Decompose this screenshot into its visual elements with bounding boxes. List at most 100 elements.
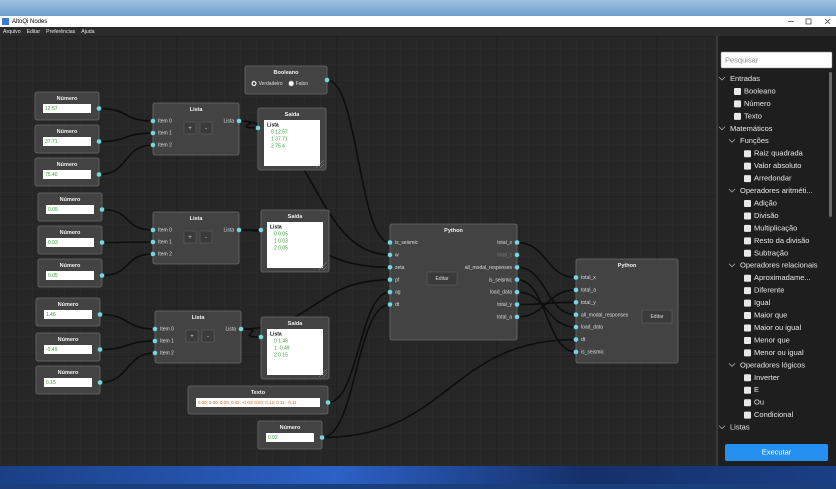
port[interactable] (387, 264, 393, 270)
tree-arrow[interactable] (728, 139, 736, 143)
port[interactable] (258, 227, 264, 233)
port[interactable] (152, 338, 158, 344)
node[interactable]: Lista Item 0 Item 1 Item 2 Lista + - (150, 211, 242, 265)
node[interactable]: Texto 0.00; 0.00; 0.00; 0.02; -0.03; 0.03… (187, 385, 331, 415)
list-button-label[interactable]: - (205, 126, 207, 132)
menu-item[interactable]: Preferências (46, 29, 76, 35)
value[interactable]: 37.71 (45, 139, 58, 145)
port[interactable] (258, 334, 264, 340)
port[interactable] (97, 311, 103, 318)
port[interactable] (152, 326, 158, 332)
menu-item[interactable]: Ajuda (81, 29, 94, 35)
value-box[interactable] (43, 137, 91, 146)
run-button-label[interactable]: Executar (762, 447, 792, 456)
port[interactable] (514, 239, 520, 246)
tree-item[interactable]: Subtração (754, 248, 788, 257)
tree-group[interactable]: Funções (740, 136, 769, 145)
port[interactable] (97, 346, 103, 353)
radio-label[interactable]: Falso (296, 81, 308, 87)
tree-item[interactable]: Condicional (754, 410, 794, 419)
tree-group[interactable]: Operadores lógicos (740, 360, 805, 369)
port[interactable] (97, 379, 103, 386)
node[interactable]: Número-0.49 (35, 332, 103, 362)
port[interactable] (387, 289, 393, 295)
port[interactable] (236, 227, 242, 233)
node-frame[interactable] (575, 258, 679, 364)
tree-arrow[interactable] (728, 263, 736, 268)
maximize[interactable] (805, 18, 812, 25)
value[interactable]: 0.00; 0.00; 0.00; 0.02; -0.03; 0.03; 0.1… (198, 400, 297, 405)
node[interactable]: Lista Item 0 Item 1 Item 2 Lista + - (152, 310, 244, 364)
tree-item[interactable]: Aproximadame... (754, 273, 811, 282)
tree-item[interactable]: Inverter (754, 373, 780, 382)
port[interactable] (573, 324, 579, 330)
value[interactable]: 1.46 (46, 312, 56, 318)
value[interactable]: 0.05 (48, 207, 58, 213)
tree-item[interactable]: Multiplicação (754, 223, 797, 232)
node[interactable]: Lista Item 0 Item 1 Item 2 Lista + - (150, 102, 242, 156)
port[interactable] (96, 105, 102, 112)
node[interactable]: Número 37.71 (34, 124, 102, 154)
node[interactable]: Python total_x total_a total_y all_modal_res… (573, 258, 679, 364)
tree-item[interactable]: Arredondar (754, 174, 792, 183)
tree-arrow[interactable] (718, 126, 726, 131)
node[interactable]: Número 75.40 (34, 157, 102, 187)
scrollbar[interactable] (829, 72, 832, 217)
list-button-label[interactable]: + (188, 126, 192, 132)
list-button[interactable] (201, 329, 215, 343)
port[interactable] (255, 125, 261, 131)
search-box[interactable] (720, 51, 833, 69)
port[interactable] (514, 314, 520, 320)
radio-label[interactable]: Verdadeiro (259, 81, 283, 87)
port[interactable] (573, 299, 579, 305)
value-box[interactable] (44, 345, 92, 354)
port[interactable] (514, 301, 520, 308)
tree-item[interactable]: Menor que (754, 335, 790, 344)
close[interactable] (824, 18, 831, 25)
port[interactable] (99, 206, 105, 213)
radio[interactable] (288, 80, 295, 87)
tree-group[interactable]: Entradas (730, 74, 760, 83)
tree-group[interactable]: Operadores aritméti... (740, 186, 813, 195)
tree-arrow[interactable] (728, 188, 736, 193)
tree-group[interactable]: Matemáticos (730, 124, 773, 133)
port[interactable] (514, 277, 520, 283)
port[interactable] (387, 252, 393, 258)
list-button-label[interactable]: - (205, 235, 207, 241)
tree-item[interactable]: Texto (744, 111, 762, 120)
search-placeholder[interactable]: Pesquisar (725, 55, 759, 64)
tree-item[interactable]: E (754, 385, 759, 394)
port[interactable] (573, 287, 579, 293)
port[interactable] (387, 301, 393, 308)
port[interactable] (387, 239, 393, 246)
list-button-label[interactable]: + (188, 235, 192, 241)
edit-button-label[interactable]: Editar (435, 276, 448, 282)
tree-item[interactable]: Resto da divisão (754, 236, 809, 245)
tree-item[interactable]: Diferente (754, 286, 784, 295)
port[interactable] (96, 138, 102, 145)
port[interactable] (514, 289, 520, 295)
window-controls[interactable] (788, 18, 831, 25)
value-box[interactable] (43, 170, 91, 179)
port[interactable] (96, 171, 102, 178)
value[interactable]: 75.40 (45, 172, 58, 178)
list-button[interactable] (183, 121, 197, 135)
value[interactable]: 0.03 (48, 240, 58, 246)
edit-button[interactable] (641, 309, 673, 324)
list-button[interactable] (183, 230, 197, 244)
port[interactable] (573, 349, 579, 355)
value[interactable]: -0.49 (46, 347, 58, 353)
value-box[interactable] (44, 310, 92, 319)
tree-group[interactable]: Listas (730, 423, 750, 432)
tree-item[interactable]: Raiz quadrada (754, 149, 804, 158)
list-button[interactable] (199, 121, 213, 135)
port[interactable] (319, 434, 325, 441)
port[interactable] (325, 399, 331, 406)
tree-item[interactable]: Adição (754, 198, 777, 207)
port[interactable] (99, 272, 105, 279)
port[interactable] (387, 277, 393, 283)
